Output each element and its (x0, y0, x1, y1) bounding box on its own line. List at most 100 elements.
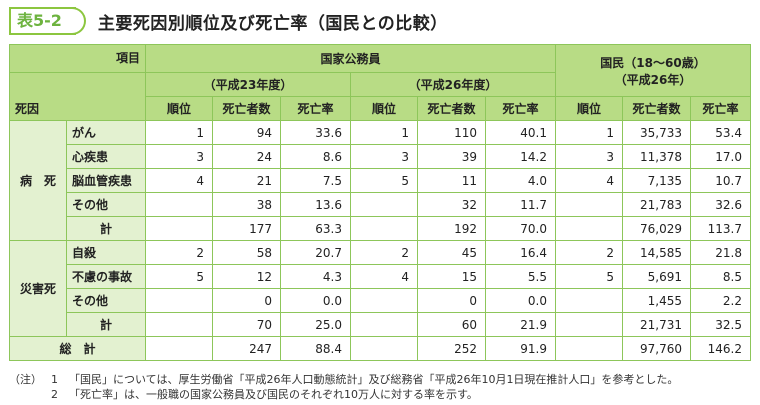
cell (350, 288, 418, 313)
col-rate-h23: 死亡率 (280, 96, 351, 121)
col-deaths-h23: 死亡者数 (212, 96, 281, 121)
cell: 70.0 (485, 216, 556, 241)
cell (145, 336, 213, 361)
cell: 63.3 (280, 216, 351, 241)
cause-label: 自殺 (66, 240, 146, 265)
national-header-line1: 国民（18〜60歳） (600, 55, 706, 70)
cell: 3 (350, 144, 418, 169)
page-title: 主要死因別順位及び死亡率（国民との比較） (97, 13, 448, 34)
corner-item-label: 項目 (9, 44, 146, 73)
cell: 14.2 (485, 144, 556, 169)
cell: 88.4 (280, 336, 351, 361)
table-row: 災害死 自殺 2 58 20.7 2 45 16.4 2 14,585 21.8 (9, 240, 751, 337)
cell: 91.9 (485, 336, 556, 361)
cell: 4.0 (485, 168, 556, 193)
cell (145, 312, 213, 337)
cell: 5 (350, 168, 418, 193)
cause-label: 不慮の事故 (66, 264, 146, 289)
cell: 13.6 (280, 192, 351, 217)
cell: 0 (212, 288, 281, 313)
footnote-prefix: （注） (9, 373, 42, 386)
cause-label: その他 (66, 192, 146, 217)
cell: 7,135 (622, 168, 691, 193)
cell: 5,691 (622, 264, 691, 289)
footnote-text: 「国民」については、厚生労働省「平成26年人口動態統計」及び総務省「平成26年1… (69, 373, 679, 386)
cell: 1 (555, 120, 623, 145)
cell: 21.8 (690, 240, 751, 265)
cell: 45 (417, 240, 486, 265)
cause-label: 脳血管疾患 (66, 168, 146, 193)
col-rank-national: 順位 (555, 96, 623, 121)
cell: 192 (417, 216, 486, 241)
cell: 32.6 (690, 192, 751, 217)
group-header-national: 国民（18〜60歳） （平成26年） (555, 44, 751, 97)
cell: 7.5 (280, 168, 351, 193)
cell (555, 192, 623, 217)
cell: 21,731 (622, 312, 691, 337)
cell: 2 (350, 240, 418, 265)
cell: 4 (145, 168, 213, 193)
mortality-table: 項目 国家公務員 国民（18〜60歳） （平成26年） 死因 （平成23年度） … (9, 44, 751, 361)
cell (145, 192, 213, 217)
cell: 25.0 (280, 312, 351, 337)
cell: 58 (212, 240, 281, 265)
cell: 17.0 (690, 144, 751, 169)
footnotes: （注） 1 「国民」については、厚生労働省「平成26年人口動態統計」及び総務省「… (9, 372, 678, 402)
col-deaths-national: 死亡者数 (622, 96, 691, 121)
table-row-total: 総 計 247 88.4 252 91.9 97,760 146.2 (9, 336, 751, 361)
cell: 0 (417, 288, 486, 313)
cause-label: 心疾患 (66, 144, 146, 169)
cell: 252 (417, 336, 486, 361)
footnote-1: （注） 1 「国民」については、厚生労働省「平成26年人口動態統計」及び総務省「… (9, 372, 678, 387)
cell (350, 192, 418, 217)
footnote-index: 1 (51, 373, 58, 386)
cell: 10.7 (690, 168, 751, 193)
footnote-index: 2 (51, 388, 58, 401)
table-number-tag: 表5-2 (9, 7, 86, 35)
cell: 33.6 (280, 120, 351, 145)
cell: 146.2 (690, 336, 751, 361)
cell (555, 336, 623, 361)
cell: 32 (417, 192, 486, 217)
col-deaths-h26: 死亡者数 (417, 96, 486, 121)
table-row: その他 0 0.0 0 0.0 1,455 2.2 (10, 288, 751, 313)
cell: 4.3 (280, 264, 351, 289)
category-disaster: 災害死 (9, 240, 67, 337)
cell (350, 336, 418, 361)
table-row: 病 死 がん 1 94 33.6 1 110 40.1 1 35,733 53.… (9, 120, 751, 241)
cell: 247 (212, 336, 281, 361)
cell (145, 288, 213, 313)
cell: 97,760 (622, 336, 691, 361)
col-rate-h26: 死亡率 (485, 96, 556, 121)
cell: 14,585 (622, 240, 691, 265)
cell: 12 (212, 264, 281, 289)
cell: 60 (417, 312, 486, 337)
cell: 94 (212, 120, 281, 145)
cell: 8.6 (280, 144, 351, 169)
cell: 20.7 (280, 240, 351, 265)
title-row: 表5-2 主要死因別順位及び死亡率（国民との比較） (9, 6, 448, 36)
cell: 16.4 (485, 240, 556, 265)
national-header-line2: （平成26年） (614, 72, 692, 87)
cell: 15 (417, 264, 486, 289)
cell: 5 (555, 264, 623, 289)
col-rate-national: 死亡率 (690, 96, 751, 121)
cell (555, 312, 623, 337)
cell: 0.0 (485, 288, 556, 313)
category-illness: 病 死 (9, 120, 67, 241)
cell: 3 (145, 144, 213, 169)
cell: 1,455 (622, 288, 691, 313)
cell (555, 288, 623, 313)
corner-cause-label: 死因 (9, 72, 146, 121)
footnote-text: 「死亡率」は、一般職の国家公務員及び国民のそれぞれ10万人に対する率を示す。 (69, 388, 478, 401)
cell: 8.5 (690, 264, 751, 289)
col-rank-h23: 順位 (145, 96, 213, 121)
cell: 3 (555, 144, 623, 169)
subtotal-label: 計 (66, 216, 146, 241)
cell: 38 (212, 192, 281, 217)
footnote-2: 2 「死亡率」は、一般職の国家公務員及び国民のそれぞれ10万人に対する率を示す。 (9, 387, 678, 402)
table-row-subtotal: 計 177 63.3 192 70.0 76,029 113.7 (10, 216, 751, 241)
cell (145, 216, 213, 241)
cell: 2 (145, 240, 213, 265)
subheader-h26: （平成26年度） (350, 72, 556, 97)
